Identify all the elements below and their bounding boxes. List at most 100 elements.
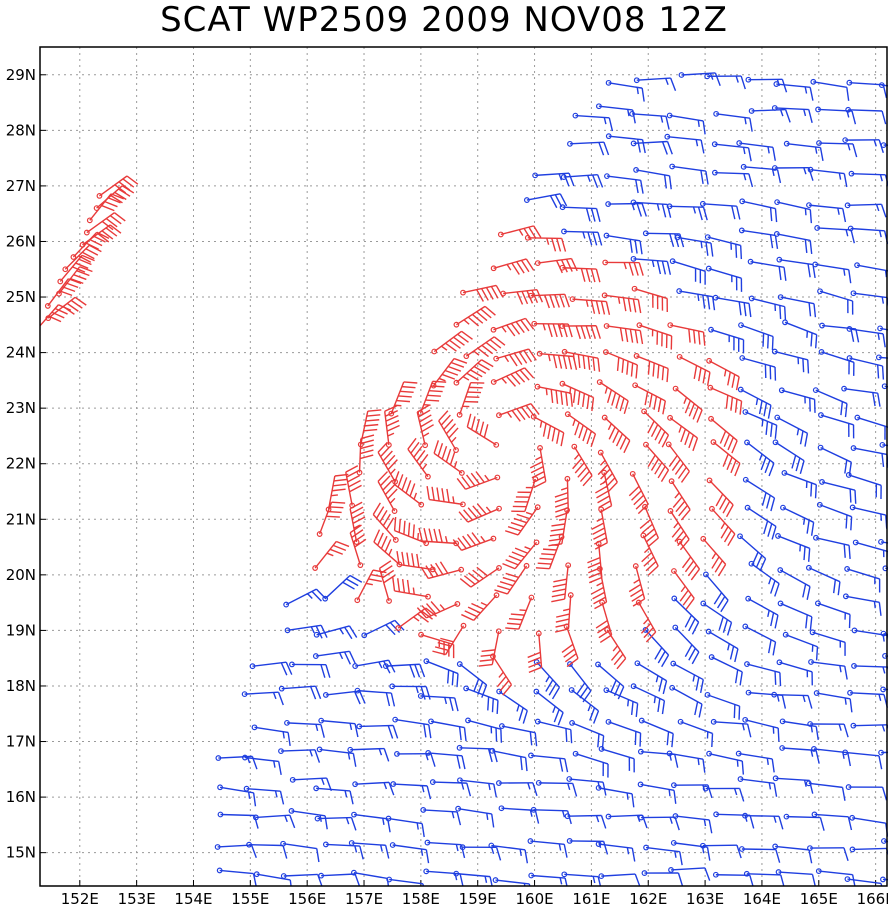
wind-barb — [377, 441, 399, 485]
wind-barb — [463, 336, 506, 360]
wind-barb — [771, 691, 813, 709]
wind-barb — [603, 232, 643, 255]
wind-barb — [356, 434, 375, 476]
lon-tick-label: 162E — [629, 890, 667, 908]
wind-barb — [418, 527, 460, 547]
wind-barb — [597, 449, 618, 493]
wind-barb — [283, 588, 327, 608]
wind-barb — [571, 443, 593, 487]
lon-tick-label: 155E — [231, 890, 269, 908]
lon-tick-label: 157E — [345, 890, 383, 908]
wind-barb — [631, 285, 668, 313]
wind-barb — [748, 560, 780, 597]
wind-barb — [745, 689, 787, 709]
wind-barb — [564, 411, 597, 448]
wind-barb — [738, 846, 781, 863]
wind-barb — [846, 355, 885, 380]
wind-barb — [670, 660, 704, 694]
wind-barb — [808, 659, 848, 680]
wind-barb — [456, 661, 488, 698]
wind-barb — [567, 140, 610, 156]
wind-barb — [814, 225, 856, 244]
wind-barb — [711, 141, 752, 162]
wind-barb — [460, 284, 504, 302]
lat-tick-label: 27N — [6, 177, 36, 195]
wind-barb — [456, 471, 501, 490]
wind-barb — [463, 685, 499, 714]
wind-barb — [420, 561, 465, 580]
lat-tick-label: 22N — [6, 455, 36, 473]
wind-barb — [313, 785, 354, 805]
wind-barb — [630, 255, 672, 275]
wind-barb — [667, 414, 699, 452]
wind-barb — [712, 871, 754, 886]
wind-barb — [737, 533, 767, 572]
grid-lines — [40, 47, 887, 886]
wind-barb — [666, 750, 706, 773]
longitude-tick-labels: 152E 153E 154E 155E 156E 157E 158E 159E 160E 161E… — [61, 890, 888, 908]
wind-barb — [356, 723, 399, 739]
wind-barb — [877, 325, 888, 332]
wind-barb — [739, 355, 777, 381]
wind-barb — [814, 600, 851, 629]
wind-barb — [567, 661, 592, 703]
wind-barb — [559, 323, 601, 340]
wind-barb — [535, 534, 565, 570]
wind-barb — [495, 780, 538, 797]
wind-barb — [385, 815, 425, 838]
wind-barb — [844, 566, 881, 593]
wind-barb — [633, 353, 669, 383]
lon-tick-label: 159E — [459, 890, 497, 908]
wind-barb — [603, 323, 644, 345]
wind-barb — [706, 750, 745, 775]
wind-barb — [604, 626, 627, 670]
wind-barb — [639, 503, 659, 548]
lat-tick-label: 23N — [6, 399, 36, 417]
wind-barb — [811, 746, 852, 767]
wind-barb — [378, 560, 396, 604]
wind-barb — [420, 807, 462, 826]
wind-barb — [278, 748, 321, 763]
wind-barb — [601, 414, 631, 454]
wind-barb — [605, 201, 648, 217]
wind-barb — [812, 387, 848, 418]
wind-barb — [777, 567, 811, 600]
wind-barb — [710, 718, 752, 738]
wind-barb — [373, 529, 403, 568]
wind-barb — [630, 140, 673, 155]
wind-barb — [849, 846, 888, 856]
wind-barb — [559, 380, 595, 412]
wind-barb — [390, 781, 432, 800]
lat-tick-label: 21N — [6, 510, 36, 528]
wind-barb — [818, 349, 855, 376]
wind-barb — [432, 622, 467, 656]
wind-barb — [668, 867, 711, 881]
wind-barb — [318, 872, 361, 886]
wind-barb — [739, 198, 778, 223]
wind-barb — [529, 445, 547, 489]
wind-barb — [572, 112, 614, 132]
wind-barb — [322, 841, 364, 860]
wind-barb — [428, 718, 467, 742]
wind-barb — [384, 405, 400, 448]
lon-tick-label: 160E — [516, 890, 554, 908]
lat-tick-label: 20N — [6, 566, 36, 584]
wind-barb — [430, 357, 468, 389]
wind-barb — [819, 322, 860, 343]
wind-barb — [386, 876, 425, 886]
wind-barb — [572, 750, 609, 778]
wind-barb — [771, 105, 813, 123]
wind-barb — [527, 630, 543, 674]
wind-barb — [560, 174, 604, 188]
wind-barb — [643, 441, 670, 483]
wind-barb — [634, 660, 668, 695]
wind-barb — [280, 873, 323, 886]
wind-barb — [217, 784, 257, 807]
wind-barb — [845, 472, 882, 499]
wind-barb — [498, 805, 540, 824]
wind-barb — [318, 717, 359, 738]
wind-barb — [713, 811, 755, 829]
wind-barb — [284, 624, 328, 639]
lon-tick-label: 164E — [743, 890, 781, 908]
wind-barb — [632, 382, 666, 415]
